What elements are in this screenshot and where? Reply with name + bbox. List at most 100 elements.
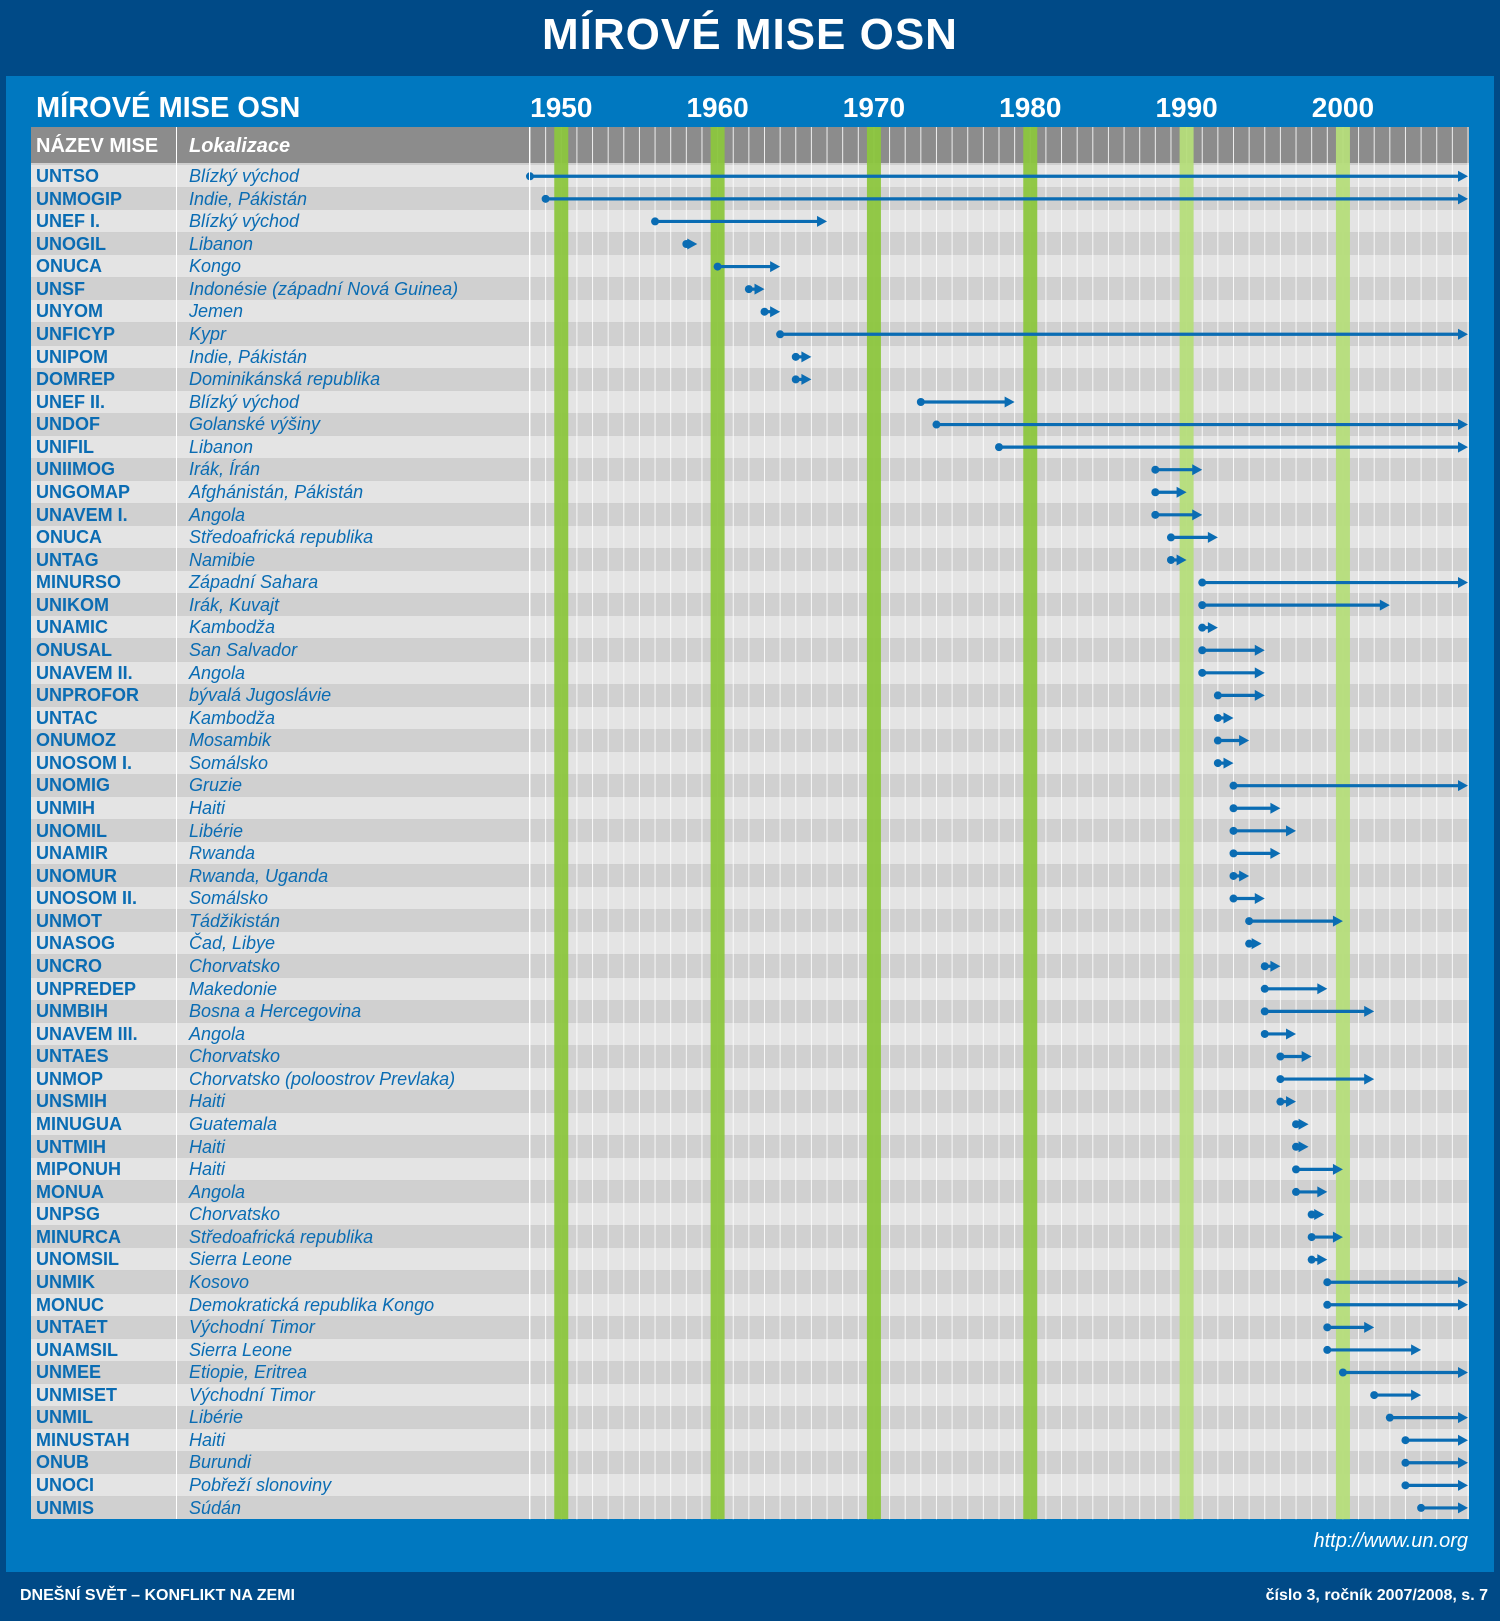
- mission-start-dot: [1166, 533, 1175, 542]
- table-row: UNPROFOR bývalá Jugoslávie: [31, 684, 1469, 707]
- mission-name: UNPROFOR: [36, 685, 139, 706]
- footer-issue: číslo 3, ročník 2007/2008, s. 7: [1265, 1587, 1488, 1604]
- mission-end-arrowhead: [1458, 1457, 1468, 1469]
- mission-start-dot: [1151, 510, 1160, 519]
- table-row: UNOCI Pobřeží slonoviny: [31, 1474, 1469, 1497]
- mission-name: UNEF I.: [36, 211, 101, 232]
- table-row: MINUGUA Guatemala: [31, 1112, 1469, 1135]
- column-divider: [176, 127, 177, 1519]
- mission-location: Haiti: [189, 1091, 226, 1112]
- table-row: UNOMSIL Sierra Leone: [31, 1248, 1469, 1271]
- mission-location: Etiopie, Eritrea: [189, 1362, 308, 1383]
- mission-end-arrowhead: [1314, 1209, 1325, 1221]
- mission-name: UNOSOM I.: [36, 752, 133, 773]
- mission-end-arrowhead: [817, 215, 828, 227]
- table-row: UNAVEM II. Angola: [31, 661, 1469, 684]
- mission-end-arrowhead: [1298, 1118, 1309, 1130]
- mission-end-arrowhead: [1458, 1412, 1468, 1424]
- table-row: MINURCA Středoafrická republika: [31, 1225, 1469, 1248]
- table-row: UNCRO Chorvatsko: [31, 954, 1469, 977]
- mission-end-arrowhead: [1004, 396, 1015, 408]
- mission-location: Pobřeží slonoviny: [189, 1475, 332, 1496]
- table-row: UNTAC Kambodža: [31, 706, 1469, 729]
- mission-name: DOMREP: [36, 369, 116, 390]
- mission-end-arrowhead: [1458, 441, 1468, 453]
- year-tick-label: 2000: [1311, 92, 1375, 123]
- mission-start-dot: [1245, 939, 1254, 948]
- mission-end-arrowhead: [1286, 825, 1297, 837]
- mission-location: bývalá Jugoslávie: [189, 685, 332, 706]
- decade-band: [710, 127, 725, 1520]
- mission-name: UNASOG: [36, 933, 116, 954]
- mission-location: Somálsko: [189, 888, 269, 909]
- mission-location: Rwanda: [189, 843, 256, 864]
- table-row: UNIPOM Indie, Pákistán: [31, 345, 1469, 368]
- mission-start-dot: [1276, 1052, 1285, 1061]
- mission-name: UNTSO: [36, 166, 99, 186]
- table-row: UNSMIH Haiti: [31, 1090, 1469, 1113]
- mission-name: MIPONUH: [36, 1159, 121, 1180]
- mission-name: UNOMUR: [36, 865, 117, 886]
- mission-end-arrowhead: [770, 306, 781, 318]
- page-footer: [0, 1572, 1500, 1621]
- mission-end-arrowhead: [1364, 1321, 1375, 1333]
- mission-name: UNIKOM: [36, 594, 109, 615]
- mission-start-dot: [1229, 894, 1238, 903]
- table-row: UNMEE Etiopie, Eritrea: [31, 1361, 1469, 1384]
- mission-name: UNTAES: [36, 1046, 109, 1067]
- mission-start-dot: [744, 285, 753, 294]
- footer-publication: DNEŠNÍ SVĚT – KONFLIKT NA ZEMI: [20, 1587, 295, 1604]
- table-row: UNMOT Tádžikistán: [31, 909, 1469, 932]
- mission-name: UNOMIL: [36, 820, 107, 841]
- mission-location: Dominikánská republika: [189, 369, 381, 390]
- mission-location: Blízký východ: [189, 166, 300, 186]
- source-url: http://www.un.org: [1313, 1530, 1468, 1552]
- mission-start-dot: [1323, 1278, 1332, 1287]
- mission-location: Gruzie: [189, 775, 243, 796]
- mission-end-arrowhead: [801, 351, 812, 363]
- mission-end-arrowhead: [1239, 870, 1250, 882]
- mission-name: ONUB: [36, 1452, 89, 1473]
- mission-location: Makedonie: [189, 978, 278, 999]
- mission-location: Sierra Leone: [189, 1249, 293, 1270]
- mission-start-dot: [1307, 1255, 1316, 1264]
- mission-end-arrowhead: [770, 261, 781, 273]
- table-row: UNAMIC Kambodža: [31, 616, 1469, 639]
- mission-start-dot: [1198, 601, 1207, 610]
- mission-start-dot: [541, 194, 550, 203]
- mission-name: MONUA: [36, 1181, 104, 1202]
- mission-location: Angola: [189, 1181, 246, 1202]
- table-row: UNPSG Chorvatsko: [31, 1203, 1469, 1226]
- mission-name: UNAMSIL: [36, 1339, 118, 1360]
- mission-location: Středoafrická republika: [189, 1226, 374, 1247]
- mission-start-dot: [995, 443, 1003, 452]
- mission-start-dot: [1166, 555, 1175, 564]
- page-header: MÍROVÉ MISE OSN: [0, 0, 1500, 76]
- table-row: UNOMUR Rwanda, Uganda: [31, 864, 1469, 887]
- mission-name: UNIPOM: [36, 346, 108, 367]
- mission-name: UNMEE: [36, 1362, 102, 1383]
- mission-start-dot: [1151, 465, 1160, 474]
- table-row: ONUSAL San Salvador: [31, 638, 1469, 661]
- mission-location: San Salvador: [189, 639, 298, 660]
- mission-name: UNTAET: [36, 1317, 108, 1338]
- mission-name: UNAVEM I.: [36, 504, 128, 525]
- mission-end-arrowhead: [1270, 847, 1281, 859]
- mission-name: UNIIMOG: [36, 459, 115, 480]
- mission-end-arrowhead: [1254, 644, 1265, 656]
- mission-name: UNOSOM II.: [36, 888, 138, 909]
- mission-name: UNTMIH: [36, 1136, 106, 1157]
- mission-start-dot: [1292, 1142, 1301, 1151]
- mission-start-dot: [1198, 578, 1207, 587]
- mission-name: UNAMIR: [36, 843, 108, 864]
- mission-location: Haiti: [189, 1136, 226, 1157]
- mission-location: Indie, Pákistán: [189, 346, 308, 367]
- table-row: ONUMOZ Mosambik: [31, 729, 1469, 752]
- mission-location: Burundi: [189, 1452, 252, 1473]
- mission-end-arrowhead: [1176, 554, 1187, 566]
- mission-end-arrowhead: [1458, 328, 1468, 340]
- year-tick-label: 1990: [1155, 92, 1218, 123]
- table-row: UNYOM Jemen: [31, 300, 1469, 323]
- mission-location: Libérie: [189, 820, 244, 841]
- mission-start-dot: [1276, 1097, 1285, 1106]
